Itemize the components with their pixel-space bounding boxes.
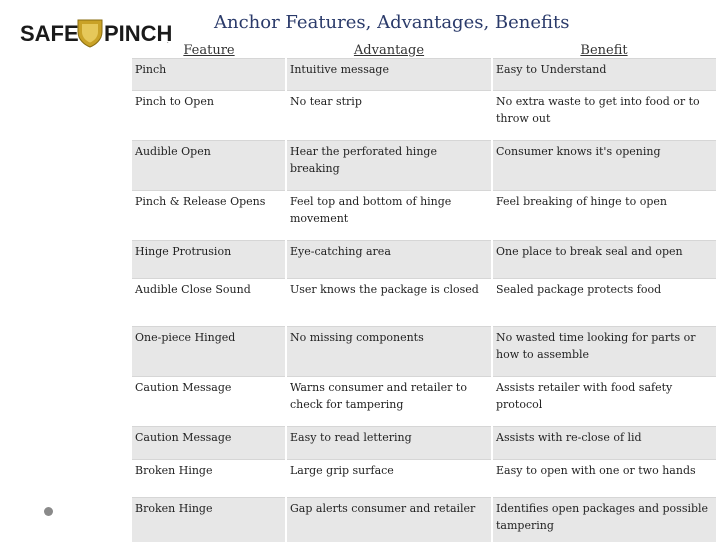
table-row: Broken Hinge Large grip surface Easy to op… [132,459,716,498]
benefit-cell: Identifies open packages and possible ta… [491,497,716,542]
table-row: Hinge Protrusion Eye-catching area One pla… [132,240,716,279]
table-row: Audible Open Hear the perforated hinge br… [132,140,716,191]
benefit-cell: Easy to open with one or two hands [491,459,716,498]
advantage-cell: Eye-catching area [285,240,492,279]
feature-advantage-benefit-table: Feature Advantage Benefit Pinch Intuitive… [132,44,716,542]
benefit-cell: Easy to Understand [491,58,716,91]
table-row: Pinch Intuitive message Easy to Understand [132,58,716,91]
feature-cell: Pinch [132,58,286,91]
table-row: Audible Close Sound User knows the packag… [132,278,716,327]
table-row: One-piece Hinged No missing components No … [132,326,716,377]
benefit-cell: Assists retailer with food safety protoc… [491,376,716,427]
feature-cell: Broken Hinge [132,459,286,498]
advantage-cell: Easy to read lettering [285,426,492,460]
feature-cell: Audible Close Sound [132,278,286,327]
feature-cell: Caution Message [132,426,286,460]
svg-text:.: . [167,39,169,45]
advantage-cell: User knows the package is closed [285,278,492,327]
feature-cell: One-piece Hinged [132,326,286,377]
table-header-row: Feature Advantage Benefit [132,44,716,59]
feature-cell: Caution Message [132,376,286,427]
slide-bullet-dot [44,507,53,516]
advantage-cell: Feel top and bottom of hinge movement [285,190,492,241]
table-row: Pinch to Open No tear strip No extra waste… [132,90,716,141]
column-header-benefit: Benefit [580,43,628,58]
safepinch-logo: SAFE PINCH . [18,15,172,49]
feature-cell: Audible Open [132,140,286,191]
feature-cell: Broken Hinge [132,497,286,542]
advantage-cell: No tear strip [285,90,492,141]
table-row: Broken Hinge Gap alerts consumer and reta… [132,497,716,542]
benefit-cell: One place to break seal and open [491,240,716,279]
benefit-cell: Consumer knows it's opening [491,140,716,191]
advantage-cell: Gap alerts consumer and retailer [285,497,492,542]
benefit-cell: Assists with re-close of lid [491,426,716,460]
feature-cell: Pinch & Release Opens [132,190,286,241]
advantage-cell: Large grip surface [285,459,492,498]
benefit-cell: Feel breaking of hinge to open [491,190,716,241]
feature-cell: Hinge Protrusion [132,240,286,279]
advantage-cell: Warns consumer and retailer to check for… [285,376,492,427]
benefit-cell: No wasted time looking for parts or how … [491,326,716,377]
svg-text:SAFE: SAFE [20,21,79,46]
table-row: Caution Message Easy to read lettering Ass… [132,426,716,460]
advantage-cell: Hear the perforated hinge breaking [285,140,492,191]
table-row: Caution Message Warns consumer and retail… [132,376,716,427]
svg-text:PINCH: PINCH [104,21,172,46]
table-row: Pinch & Release Opens Feel top and bottom… [132,190,716,241]
page-title: Anchor Features, Advantages, Benefits [214,12,570,33]
advantage-cell: No missing components [285,326,492,377]
feature-cell: Pinch to Open [132,90,286,141]
column-header-advantage: Advantage [353,43,425,58]
advantage-cell: Intuitive message [285,58,492,91]
column-header-feature: Feature [183,43,235,58]
benefit-cell: No extra waste to get into food or to th… [491,90,716,141]
benefit-cell: Sealed package protects food [491,278,716,327]
